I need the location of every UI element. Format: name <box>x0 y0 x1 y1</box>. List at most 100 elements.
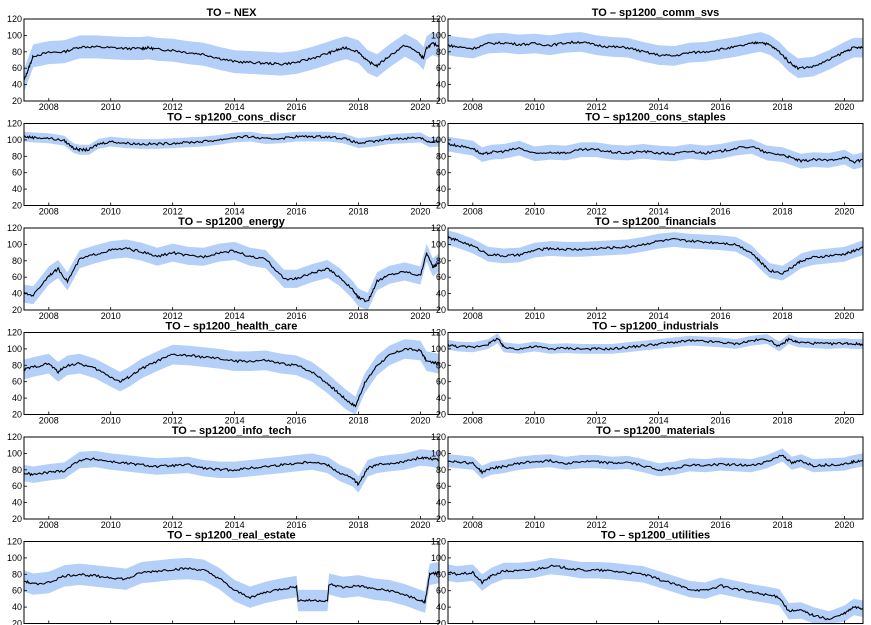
x-tick-label: 2014 <box>649 311 669 321</box>
y-tick-label: 40 <box>12 184 22 194</box>
x-tick-label: 2010 <box>525 207 545 217</box>
confidence-band <box>24 449 439 493</box>
y-tick-label: 120 <box>7 328 22 338</box>
y-tick-label: 40 <box>436 80 446 90</box>
x-tick-label: 2018 <box>348 102 368 112</box>
x-tick-label: 2014 <box>649 102 669 112</box>
x-tick-label: 2008 <box>39 311 59 321</box>
y-tick-label: 80 <box>12 569 22 579</box>
y-tick-label: 20 <box>436 619 446 625</box>
series-line <box>24 567 439 605</box>
plot-frame <box>447 332 864 415</box>
x-tick-label: 2010 <box>525 416 545 426</box>
y-tick-label: 80 <box>436 151 446 161</box>
x-tick-label: 2008 <box>463 416 483 426</box>
plot-frame <box>447 123 864 206</box>
y-tick-label: 60 <box>436 481 446 491</box>
subplot-9: TO – sp1200_info_tech 20 40 60 80 100 120 2008 2… <box>7 425 440 530</box>
x-tick-label: 2012 <box>587 311 607 321</box>
x-tick-label: 2016 <box>711 311 731 321</box>
x-tick-label: 2016 <box>711 207 731 217</box>
x-tick-label: 2016 <box>711 102 731 112</box>
y-tick-label: 60 <box>12 586 22 596</box>
y-tick-label: 100 <box>7 448 22 458</box>
x-tick-label: 2010 <box>101 102 121 112</box>
y-tick-label: 20 <box>12 514 22 524</box>
x-tick-label: 2010 <box>525 520 545 530</box>
x-tick-label: 2014 <box>649 416 669 426</box>
y-tick-label: 40 <box>436 289 446 299</box>
x-tick-label: 2008 <box>463 207 483 217</box>
y-tick-label: 40 <box>436 602 446 612</box>
x-tick-label: 2012 <box>587 207 607 217</box>
x-tick-label: 2020 <box>834 102 854 112</box>
y-tick-label: 40 <box>12 602 22 612</box>
y-tick-label: 20 <box>12 96 22 106</box>
subplot-title: TO – sp1200_health_care <box>166 321 298 333</box>
y-tick-label: 20 <box>12 410 22 420</box>
confidence-band <box>448 557 863 624</box>
x-tick-label: 2012 <box>587 520 607 530</box>
x-tick-label: 2010 <box>101 520 121 530</box>
confidence-band <box>448 448 863 479</box>
x-tick-label: 2012 <box>163 520 183 530</box>
y-tick-label: 100 <box>431 30 446 40</box>
series-line <box>24 41 439 81</box>
subplot-11: TO – sp1200_real_estate20406080100120200… <box>7 530 440 625</box>
y-tick-label: 100 <box>7 239 22 249</box>
y-tick-label: 40 <box>436 498 446 508</box>
y-tick-label: 20 <box>436 201 446 211</box>
x-tick-label: 2012 <box>587 102 607 112</box>
y-tick-label: 40 <box>436 393 446 403</box>
plot-frame <box>447 18 864 102</box>
y-tick-label: 80 <box>436 569 446 579</box>
x-tick-label: 2012 <box>587 416 607 426</box>
x-tick-label: 2016 <box>287 416 307 426</box>
y-tick-label: 80 <box>12 465 22 475</box>
series-line <box>24 347 439 408</box>
x-tick-label: 2008 <box>39 207 59 217</box>
series-line <box>448 40 863 71</box>
x-tick-label: 2008 <box>39 520 59 530</box>
series-line <box>448 235 863 275</box>
y-tick-label: 120 <box>431 223 446 233</box>
subplot-title: TO – sp1200_energy <box>178 216 286 228</box>
series-line <box>448 142 863 164</box>
y-tick-label: 80 <box>436 360 446 370</box>
x-tick-label: 2014 <box>649 520 669 530</box>
series-line <box>448 454 863 475</box>
y-tick-label: 20 <box>12 619 22 625</box>
series-line <box>24 246 439 303</box>
y-tick-label: 120 <box>431 537 446 547</box>
plot-frame <box>23 332 440 415</box>
x-tick-label: 2018 <box>772 102 792 112</box>
series-line <box>24 134 439 153</box>
subplot-2: TO – sp1200_comm_svs 20 40 60 80 100 120 2008 20… <box>431 7 864 112</box>
x-tick-label: 2016 <box>287 520 307 530</box>
y-tick-label: 60 <box>12 272 22 282</box>
subplot-title: TO – sp1200_cons_discr <box>167 112 297 124</box>
x-tick-label: 2014 <box>649 207 669 217</box>
confidence-band <box>24 239 439 310</box>
x-tick-label: 2010 <box>525 311 545 321</box>
y-tick-label: 60 <box>436 63 446 73</box>
y-tick-label: 80 <box>436 256 446 266</box>
x-tick-label: 2012 <box>163 207 183 217</box>
plot-frame <box>23 541 440 624</box>
y-tick-label: 60 <box>436 168 446 178</box>
y-tick-label: 80 <box>12 151 22 161</box>
subplot-10: TO – sp1200_materials 20 40 60 80 100 120 2008 2… <box>431 425 864 530</box>
x-tick-label: 2010 <box>101 311 121 321</box>
subplot-6: TO – sp1200_financials 20 40 60 80 100 120 2008… <box>431 216 864 321</box>
x-tick-label: 2020 <box>834 416 854 426</box>
y-tick-label: 60 <box>12 481 22 491</box>
plot-frame <box>23 123 440 206</box>
y-tick-label: 120 <box>431 328 446 338</box>
y-tick-label: 60 <box>12 63 22 73</box>
y-tick-label: 100 <box>7 553 22 563</box>
y-tick-label: 80 <box>12 256 22 266</box>
x-tick-label: 2012 <box>163 416 183 426</box>
plot-frame <box>23 436 440 520</box>
x-tick-label: 2010 <box>101 207 121 217</box>
x-tick-label: 2018 <box>772 520 792 530</box>
